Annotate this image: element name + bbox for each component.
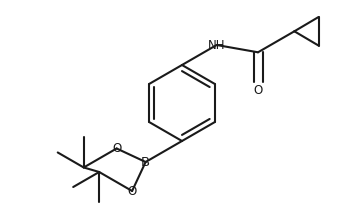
Text: O: O <box>112 142 121 155</box>
Text: B: B <box>141 156 150 169</box>
Text: NH: NH <box>208 38 225 51</box>
Text: O: O <box>127 184 137 197</box>
Text: O: O <box>253 84 263 97</box>
